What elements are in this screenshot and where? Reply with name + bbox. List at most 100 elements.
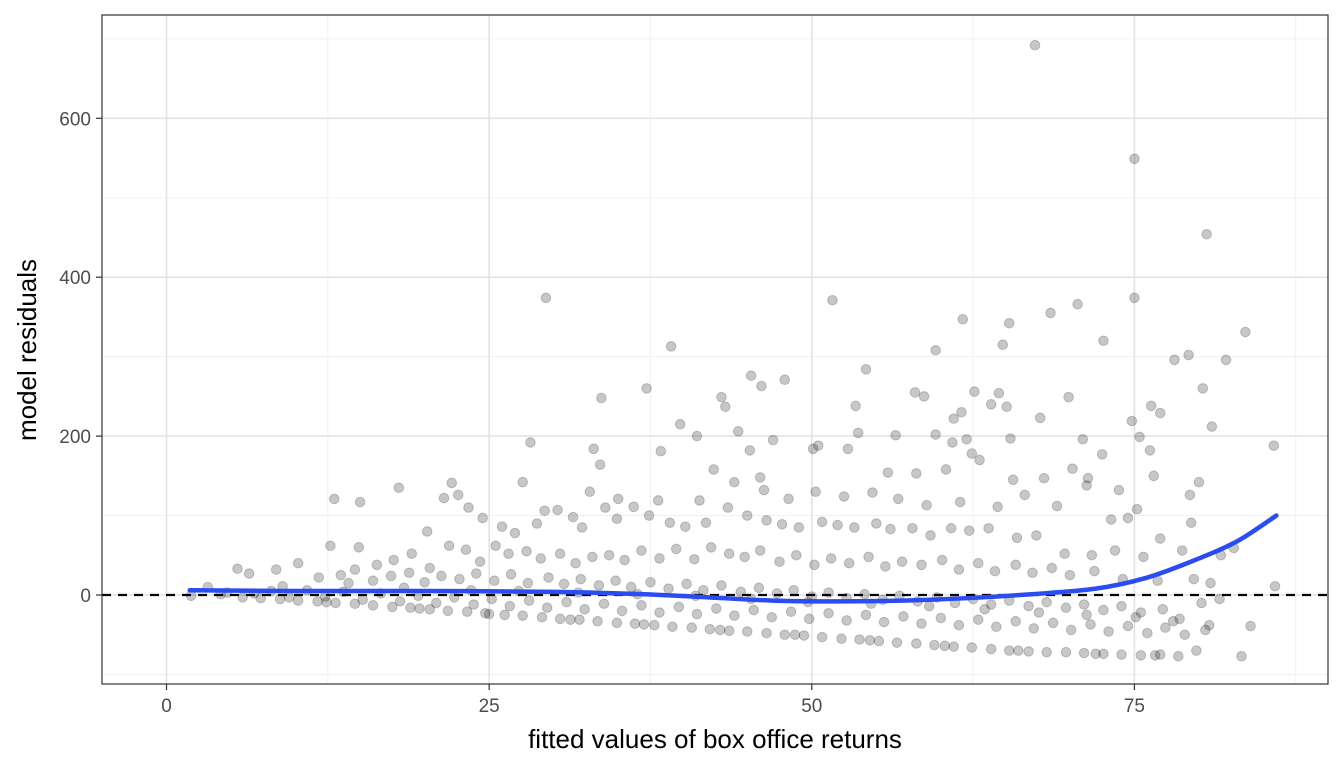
scatter-point bbox=[907, 522, 918, 534]
scatter-point bbox=[1038, 472, 1050, 484]
scatter-point bbox=[825, 553, 837, 564]
scatter-point bbox=[1116, 600, 1127, 612]
scatter-point bbox=[785, 606, 797, 618]
scatter-point bbox=[1033, 607, 1045, 618]
scatter-point bbox=[836, 633, 847, 645]
scatter-point bbox=[957, 314, 969, 325]
scatter-point bbox=[496, 521, 508, 532]
scatter-point bbox=[328, 493, 340, 505]
scatter-point bbox=[1206, 421, 1218, 432]
scatter-point bbox=[1154, 533, 1166, 544]
scatter-point bbox=[1129, 153, 1140, 165]
scatter-point bbox=[691, 608, 703, 620]
scatter-point bbox=[641, 383, 652, 394]
scatter-point bbox=[405, 602, 416, 614]
scatter-point bbox=[1098, 604, 1109, 616]
scatter-point bbox=[1176, 545, 1188, 556]
scatter-point bbox=[945, 522, 957, 534]
scatter-point bbox=[1051, 500, 1063, 512]
x-tick-label: 0 bbox=[161, 696, 172, 717]
scatter-point bbox=[313, 572, 325, 583]
scatter-point bbox=[525, 437, 536, 448]
scatter-point bbox=[832, 519, 843, 531]
x-tick-label: 25 bbox=[479, 696, 500, 717]
scatter-point bbox=[921, 499, 932, 511]
scatter-point bbox=[461, 606, 473, 618]
scatter-point bbox=[754, 472, 766, 483]
scatter-point bbox=[929, 639, 940, 651]
scatter-point bbox=[793, 522, 805, 533]
scatter-point bbox=[517, 610, 529, 621]
scatter-point bbox=[541, 602, 553, 614]
scatter-point bbox=[1012, 645, 1024, 656]
scatter-point bbox=[243, 568, 255, 579]
plot-background bbox=[102, 15, 1328, 684]
scatter-point bbox=[1045, 307, 1056, 319]
scatter-point bbox=[1078, 599, 1090, 610]
scatter-point bbox=[873, 635, 885, 647]
scatter-point bbox=[561, 596, 572, 608]
scatter-point bbox=[930, 429, 941, 440]
scatter-point bbox=[430, 597, 442, 609]
scatter-point bbox=[393, 482, 405, 494]
scatter-point bbox=[716, 580, 727, 591]
scatter-point bbox=[1134, 431, 1145, 443]
scatter-point bbox=[654, 607, 665, 618]
scatter-point bbox=[1167, 615, 1179, 627]
scatter-point bbox=[1197, 383, 1209, 394]
scatter-point bbox=[974, 454, 985, 466]
scatter-point bbox=[1105, 514, 1117, 525]
scatter-point bbox=[739, 551, 750, 563]
scatter-point bbox=[972, 614, 984, 625]
scatter-point bbox=[1098, 335, 1109, 347]
scatter-point bbox=[774, 556, 785, 567]
scatter-point bbox=[850, 400, 861, 412]
scatter-point bbox=[953, 619, 965, 631]
scatter-point bbox=[343, 577, 354, 589]
scatter-point bbox=[367, 600, 379, 611]
scatter-point bbox=[1138, 551, 1149, 563]
scatter-point bbox=[1064, 569, 1076, 581]
y-tick-label: 200 bbox=[59, 427, 91, 448]
scatter-point bbox=[1003, 317, 1015, 329]
scatter-point bbox=[1154, 407, 1166, 419]
scatter-point bbox=[674, 418, 686, 430]
scatter-point bbox=[292, 595, 304, 606]
scatter-point bbox=[312, 596, 323, 607]
scatter-point bbox=[483, 608, 495, 620]
scatter-point bbox=[443, 540, 455, 552]
scatter-point bbox=[1122, 620, 1134, 632]
scatter-point bbox=[923, 600, 935, 612]
scatter-point bbox=[939, 640, 951, 652]
scatter-point bbox=[1148, 470, 1160, 482]
scatter-point bbox=[985, 399, 997, 410]
scatter-point bbox=[963, 525, 975, 536]
scatter-point bbox=[1144, 445, 1156, 456]
scatter-point bbox=[983, 522, 994, 534]
scatter-point bbox=[414, 603, 425, 614]
scatter-point bbox=[911, 638, 922, 649]
scatter-point bbox=[854, 634, 865, 645]
scatter-point bbox=[761, 627, 772, 639]
scatter-point bbox=[891, 637, 903, 648]
scatter-point bbox=[1081, 609, 1092, 621]
scatter-point bbox=[554, 548, 566, 560]
scatter-point bbox=[930, 344, 941, 356]
scatter-point bbox=[1072, 298, 1083, 310]
scatter-point bbox=[789, 629, 801, 641]
scatter-point bbox=[909, 387, 921, 398]
scatter-point bbox=[779, 374, 790, 385]
scatter-point bbox=[723, 548, 735, 560]
scatter-point bbox=[638, 619, 650, 630]
axes: 0 25 50 75 0 200 400 600 bbox=[59, 109, 1145, 717]
scatter-point bbox=[594, 459, 606, 471]
scatter-point bbox=[1082, 472, 1094, 484]
scatter-point bbox=[1103, 626, 1114, 637]
scatter-point bbox=[1086, 549, 1098, 561]
scatter-point bbox=[1214, 593, 1225, 605]
scatter-point bbox=[681, 578, 692, 590]
scatter-point bbox=[1046, 562, 1058, 574]
scatter-point bbox=[522, 577, 534, 589]
scatter-point bbox=[636, 600, 647, 611]
